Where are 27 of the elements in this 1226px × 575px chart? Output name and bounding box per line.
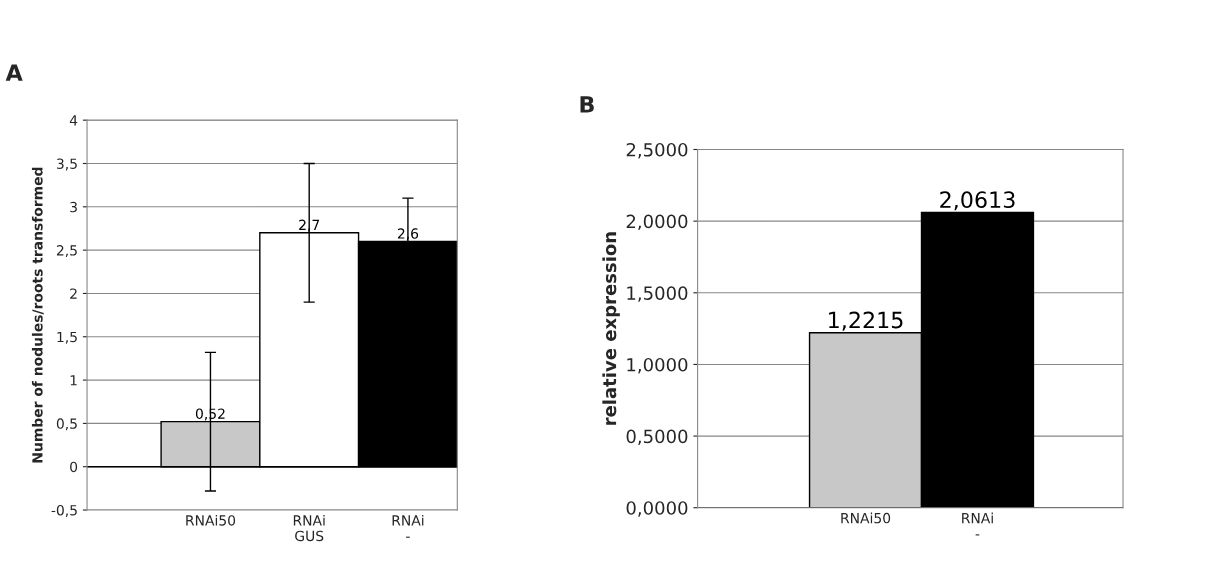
y-tick-label: 1,5: [57, 331, 77, 344]
x-tick-label: RNAi GUS: [293, 514, 325, 542]
y-tick-label: 2,5: [56, 245, 77, 258]
data-label: 1,2215: [829, 311, 903, 331]
x-tick-label: RNAi -: [392, 514, 424, 538]
y-tick-label: 2,5000: [626, 142, 688, 159]
y-axis-title: relative expression: [602, 232, 620, 425]
y-tick-label: 3: [70, 201, 77, 213]
y-tick-label: 1,0000: [627, 357, 688, 374]
data-label: 2,0613: [940, 191, 1015, 211]
y-tick-label: 0: [70, 461, 78, 473]
x-tick-label: RNAi50: [186, 514, 236, 526]
y-tick-label: 3,5: [56, 158, 77, 171]
chart-title: A: [5, 64, 23, 81]
y-tick-label: 1,5000: [627, 286, 688, 302]
y-tick-label: 0,0000: [626, 501, 688, 517]
y-tick-label: 0,5: [56, 418, 77, 431]
text: B: [580, 96, 594, 113]
y-tick-label: 2,0000: [626, 214, 688, 231]
y-tick-label: 0,5000: [626, 429, 688, 446]
x-tick-label: RNAi -: [962, 512, 993, 536]
y-tick-label: -0,5: [51, 504, 77, 517]
y-axis-title: Number of nodules/roots transformed: [31, 167, 44, 463]
y-tick-label: 1: [70, 375, 77, 386]
y-tick-label: 2: [70, 288, 77, 299]
x-tick-label: RNAi50: [841, 512, 891, 524]
y-tick-label: 4: [69, 115, 78, 126]
